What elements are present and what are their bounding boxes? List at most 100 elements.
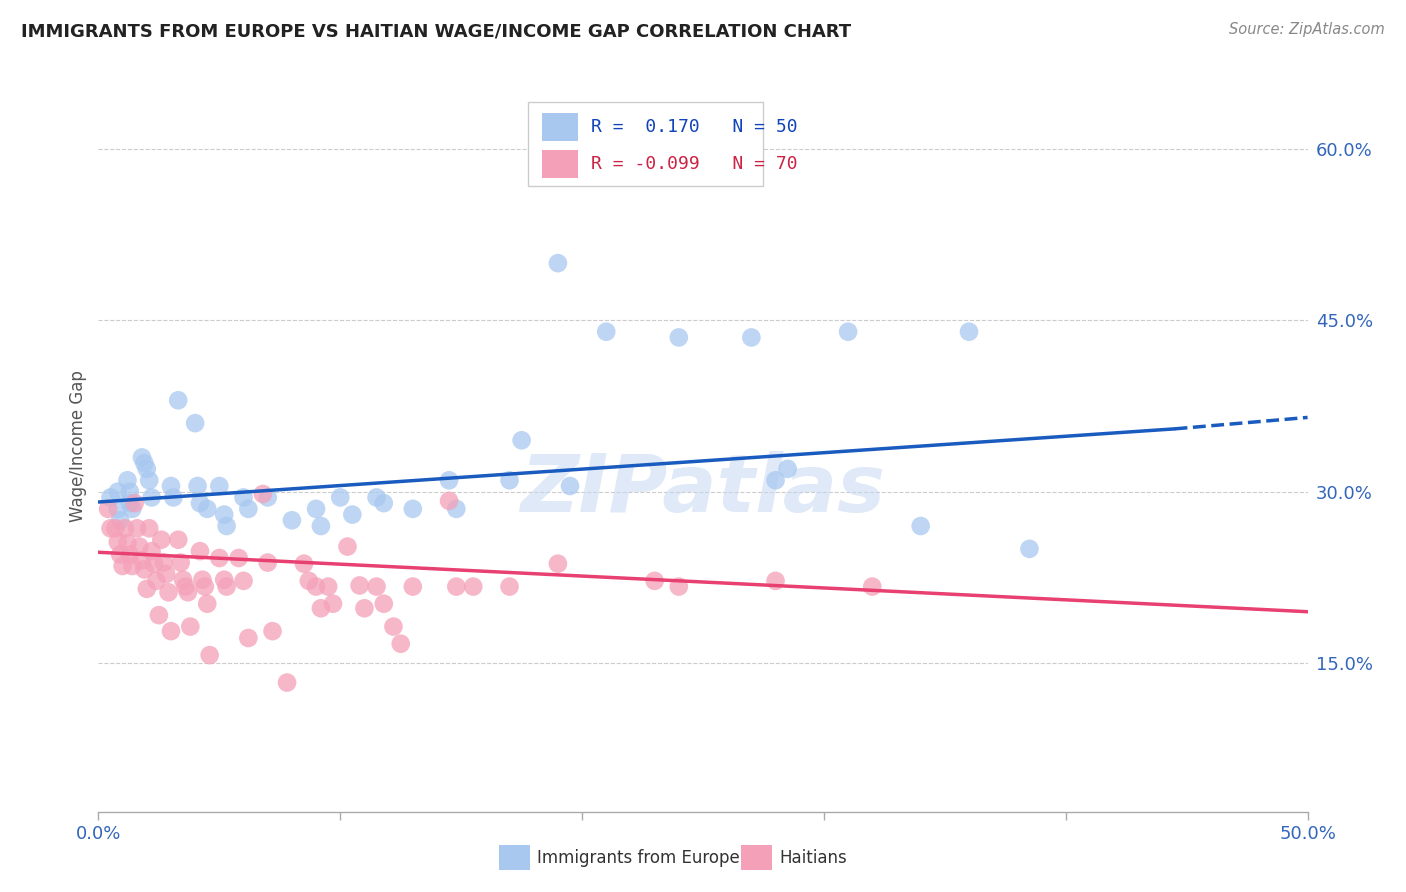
Point <box>131 553 153 567</box>
Point <box>309 519 332 533</box>
Point <box>232 491 254 505</box>
Point <box>198 648 221 662</box>
Text: R = -0.099   N = 70: R = -0.099 N = 70 <box>591 154 797 173</box>
Point <box>145 574 167 588</box>
Point <box>256 556 278 570</box>
Point <box>212 508 235 522</box>
Point <box>127 521 149 535</box>
Point <box>100 521 122 535</box>
Point <box>607 119 630 133</box>
Point <box>510 434 533 448</box>
Point <box>138 521 160 535</box>
Point <box>114 521 136 535</box>
Text: Haitians: Haitians <box>779 849 846 867</box>
Point <box>121 559 143 574</box>
Point <box>135 582 157 596</box>
Point <box>1018 541 1040 556</box>
Point <box>215 580 238 594</box>
Point <box>837 325 859 339</box>
Point <box>228 551 250 566</box>
Point <box>373 496 395 510</box>
Point <box>195 597 218 611</box>
Point <box>437 494 460 508</box>
Bar <box>543 113 578 141</box>
Point <box>256 491 278 505</box>
Point <box>108 513 131 527</box>
Point <box>389 637 412 651</box>
Point <box>118 496 141 510</box>
Point <box>437 473 460 487</box>
Point <box>118 484 141 499</box>
Point <box>155 567 177 582</box>
Point <box>463 580 485 594</box>
Point <box>238 631 260 645</box>
Point <box>765 574 787 588</box>
Point <box>141 544 163 558</box>
Point <box>349 578 371 592</box>
Point <box>184 416 207 430</box>
Point <box>558 479 581 493</box>
Y-axis label: Wage/Income Gap: Wage/Income Gap <box>69 370 87 522</box>
Point <box>148 608 170 623</box>
Point <box>446 501 468 516</box>
Point <box>373 597 395 611</box>
Point <box>595 325 617 339</box>
Point <box>765 473 787 487</box>
Point <box>366 491 388 505</box>
Point <box>97 501 120 516</box>
Point <box>305 580 328 594</box>
Point <box>188 496 211 510</box>
Point <box>957 325 980 339</box>
Text: ZIPatlas: ZIPatlas <box>520 450 886 529</box>
Point <box>172 573 194 587</box>
Point <box>212 573 235 587</box>
Point <box>276 675 298 690</box>
Point <box>162 491 184 505</box>
Point <box>309 601 332 615</box>
Text: IMMIGRANTS FROM EUROPE VS HAITIAN WAGE/INCOME GAP CORRELATION CHART: IMMIGRANTS FROM EUROPE VS HAITIAN WAGE/I… <box>21 22 851 40</box>
Point <box>134 456 156 470</box>
Point <box>305 501 328 516</box>
Point <box>135 462 157 476</box>
Point <box>402 501 425 516</box>
Point <box>160 624 183 639</box>
Point <box>298 574 321 588</box>
Point <box>124 496 146 510</box>
Point <box>138 473 160 487</box>
Point <box>644 574 666 588</box>
Point <box>316 580 339 594</box>
Point <box>131 450 153 465</box>
Point <box>157 585 180 599</box>
Point <box>150 533 173 547</box>
Point <box>281 513 304 527</box>
Point <box>100 491 122 505</box>
Point <box>128 540 150 554</box>
Point <box>498 580 520 594</box>
Point <box>141 491 163 505</box>
Point <box>336 540 359 554</box>
Point <box>547 256 569 270</box>
Point <box>322 597 344 611</box>
Point <box>104 521 127 535</box>
Text: Immigrants from Europe: Immigrants from Europe <box>537 849 740 867</box>
Point <box>188 544 211 558</box>
Point <box>167 533 190 547</box>
Point <box>215 519 238 533</box>
Point <box>107 501 129 516</box>
Point <box>329 491 352 505</box>
Point <box>177 585 200 599</box>
Point <box>910 519 932 533</box>
Point <box>402 580 425 594</box>
Point <box>776 462 799 476</box>
Point <box>208 479 231 493</box>
Text: Source: ZipAtlas.com: Source: ZipAtlas.com <box>1229 22 1385 37</box>
Point <box>121 501 143 516</box>
Point <box>342 508 364 522</box>
Point <box>238 501 260 516</box>
Point <box>191 573 214 587</box>
Point <box>107 535 129 549</box>
Bar <box>527 103 763 186</box>
Point <box>111 559 134 574</box>
Point <box>547 557 569 571</box>
Point <box>252 487 274 501</box>
